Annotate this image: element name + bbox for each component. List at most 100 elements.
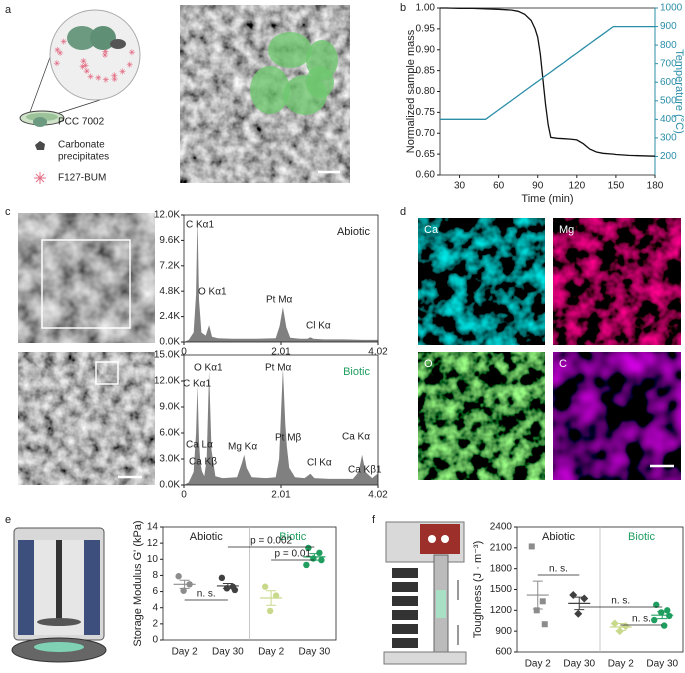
y-tick-label: 12.0K bbox=[154, 376, 180, 387]
x-tick-label: 4.02 bbox=[368, 347, 388, 358]
rheometer-illustration bbox=[11, 527, 107, 663]
spectrum-label: Abiotic bbox=[337, 226, 371, 238]
error-bar bbox=[532, 580, 543, 610]
x-tick-label: 150 bbox=[608, 181, 625, 192]
y2-tick-label: 400 bbox=[660, 114, 677, 125]
polymer-star bbox=[83, 68, 90, 75]
error-bar bbox=[179, 579, 190, 589]
y-tick-label: 9.6K bbox=[159, 235, 180, 246]
x-tick-label: 120 bbox=[568, 181, 585, 192]
data-point bbox=[541, 621, 548, 628]
polymer-star bbox=[79, 63, 86, 70]
polymer-star bbox=[102, 48, 109, 55]
y-tick-label: 0.70 bbox=[416, 128, 436, 139]
peak-label: Cl Kα bbox=[307, 458, 332, 469]
data-point bbox=[651, 616, 658, 624]
peak-label: O Kα1 bbox=[194, 363, 223, 374]
map-label: C bbox=[559, 358, 567, 370]
data-point bbox=[610, 619, 619, 628]
x-tick-label: Day 2 bbox=[525, 659, 552, 670]
group-label: Biotic bbox=[279, 531, 306, 543]
y-tick-label: 600 bbox=[495, 647, 512, 658]
polymer-star bbox=[54, 46, 61, 53]
y-tick-label: 900 bbox=[495, 626, 512, 637]
x-tick-label: 2.01 bbox=[271, 347, 291, 358]
y-tick-label: 1200 bbox=[490, 605, 513, 616]
peak-label: Ca Kβ bbox=[189, 457, 217, 468]
data-point bbox=[528, 543, 535, 550]
y-tick-label: 2.4K bbox=[159, 311, 180, 322]
y2-tick-label: 1000 bbox=[660, 3, 683, 14]
y-tick-label: 12.0K bbox=[154, 210, 180, 221]
data-point bbox=[658, 609, 665, 616]
peak-label: Cl Kα bbox=[306, 321, 331, 332]
y-tick-label: 0.95 bbox=[416, 24, 436, 35]
x-tick-label: 0 bbox=[181, 490, 187, 501]
data-point bbox=[569, 591, 578, 600]
y-tick-label: 8 bbox=[152, 570, 158, 581]
element-maps bbox=[418, 218, 681, 480]
y-axis-label: Toughness (J · m⁻³) bbox=[472, 541, 484, 639]
data-point bbox=[316, 549, 323, 557]
error-bar bbox=[574, 596, 585, 611]
y-axis-label: Storage Modulus G' (kPa) bbox=[132, 520, 144, 646]
y-tick-label: 0.0K bbox=[159, 337, 180, 348]
group-label: Abiotic bbox=[190, 531, 224, 543]
data-point bbox=[231, 586, 239, 594]
group-label: Biotic bbox=[628, 531, 655, 543]
y-tick-label: 3.0K bbox=[159, 454, 180, 465]
peak-label: Ca Kα bbox=[342, 432, 370, 443]
y-tick-label: 14 bbox=[147, 522, 159, 533]
y-tick-label: 9.0K bbox=[159, 402, 180, 413]
peak-label: Pt Mβ bbox=[275, 433, 302, 444]
data-point bbox=[310, 555, 317, 562]
y-tick-label: 1.00 bbox=[416, 3, 436, 14]
error-bar bbox=[657, 611, 668, 620]
peak-label: Pt Mα bbox=[266, 295, 293, 306]
polymer-star bbox=[57, 49, 64, 56]
polymer-star bbox=[119, 68, 126, 75]
y2-tick-label: 600 bbox=[660, 77, 677, 88]
data-point bbox=[318, 556, 325, 564]
series-line bbox=[440, 7, 656, 157]
map-label: Ca bbox=[424, 224, 439, 236]
series-line bbox=[440, 25, 655, 120]
data-point bbox=[574, 609, 583, 618]
y-tick-label: 0.75 bbox=[416, 107, 436, 118]
data-point bbox=[218, 574, 226, 582]
y-tick-label: 0.65 bbox=[416, 149, 436, 160]
bracket-label: p = 0.01 bbox=[275, 549, 312, 560]
panel-label: a bbox=[5, 4, 12, 16]
peak-label: C Kα1 bbox=[186, 220, 214, 231]
y-tick-label: 7.2K bbox=[159, 260, 180, 271]
y-tick-label: 2400 bbox=[490, 522, 513, 533]
x-tick-label: Day 30 bbox=[212, 647, 244, 658]
x-tick-label: Day 2 bbox=[172, 647, 199, 658]
polymer-star bbox=[128, 49, 135, 56]
y2-tick-label: 700 bbox=[660, 58, 677, 69]
y-tick-label: 2 bbox=[152, 618, 158, 629]
data-point bbox=[303, 561, 310, 569]
polymer-star bbox=[60, 38, 67, 45]
data-point bbox=[272, 592, 280, 599]
panel-label: e bbox=[5, 514, 11, 526]
data-point bbox=[580, 594, 589, 603]
y-tick-label: 2100 bbox=[490, 542, 513, 553]
polymer-star bbox=[111, 72, 118, 79]
y2-tick-label: 200 bbox=[660, 151, 677, 162]
spectrum-label: Biotic bbox=[343, 366, 370, 378]
peak-label: Pt Mα bbox=[265, 363, 292, 374]
data-point bbox=[539, 598, 546, 605]
bracket-label: p = 0.002 bbox=[250, 536, 292, 547]
data-point bbox=[266, 607, 274, 615]
y-tick-label: 0.80 bbox=[416, 86, 436, 97]
y-tick-label: 10 bbox=[147, 554, 159, 565]
cell-illustration bbox=[19, 9, 141, 184]
bracket-label: n. s. bbox=[611, 596, 630, 607]
x-tick-label: Day 30 bbox=[646, 659, 678, 670]
y-tick-label: 4 bbox=[152, 602, 158, 613]
x-tick-label: Day 2 bbox=[258, 647, 285, 658]
legend-label: PCC 7002 bbox=[58, 117, 105, 128]
y-tick-label: 0 bbox=[152, 635, 158, 646]
x-tick-label: Day 2 bbox=[608, 659, 635, 670]
